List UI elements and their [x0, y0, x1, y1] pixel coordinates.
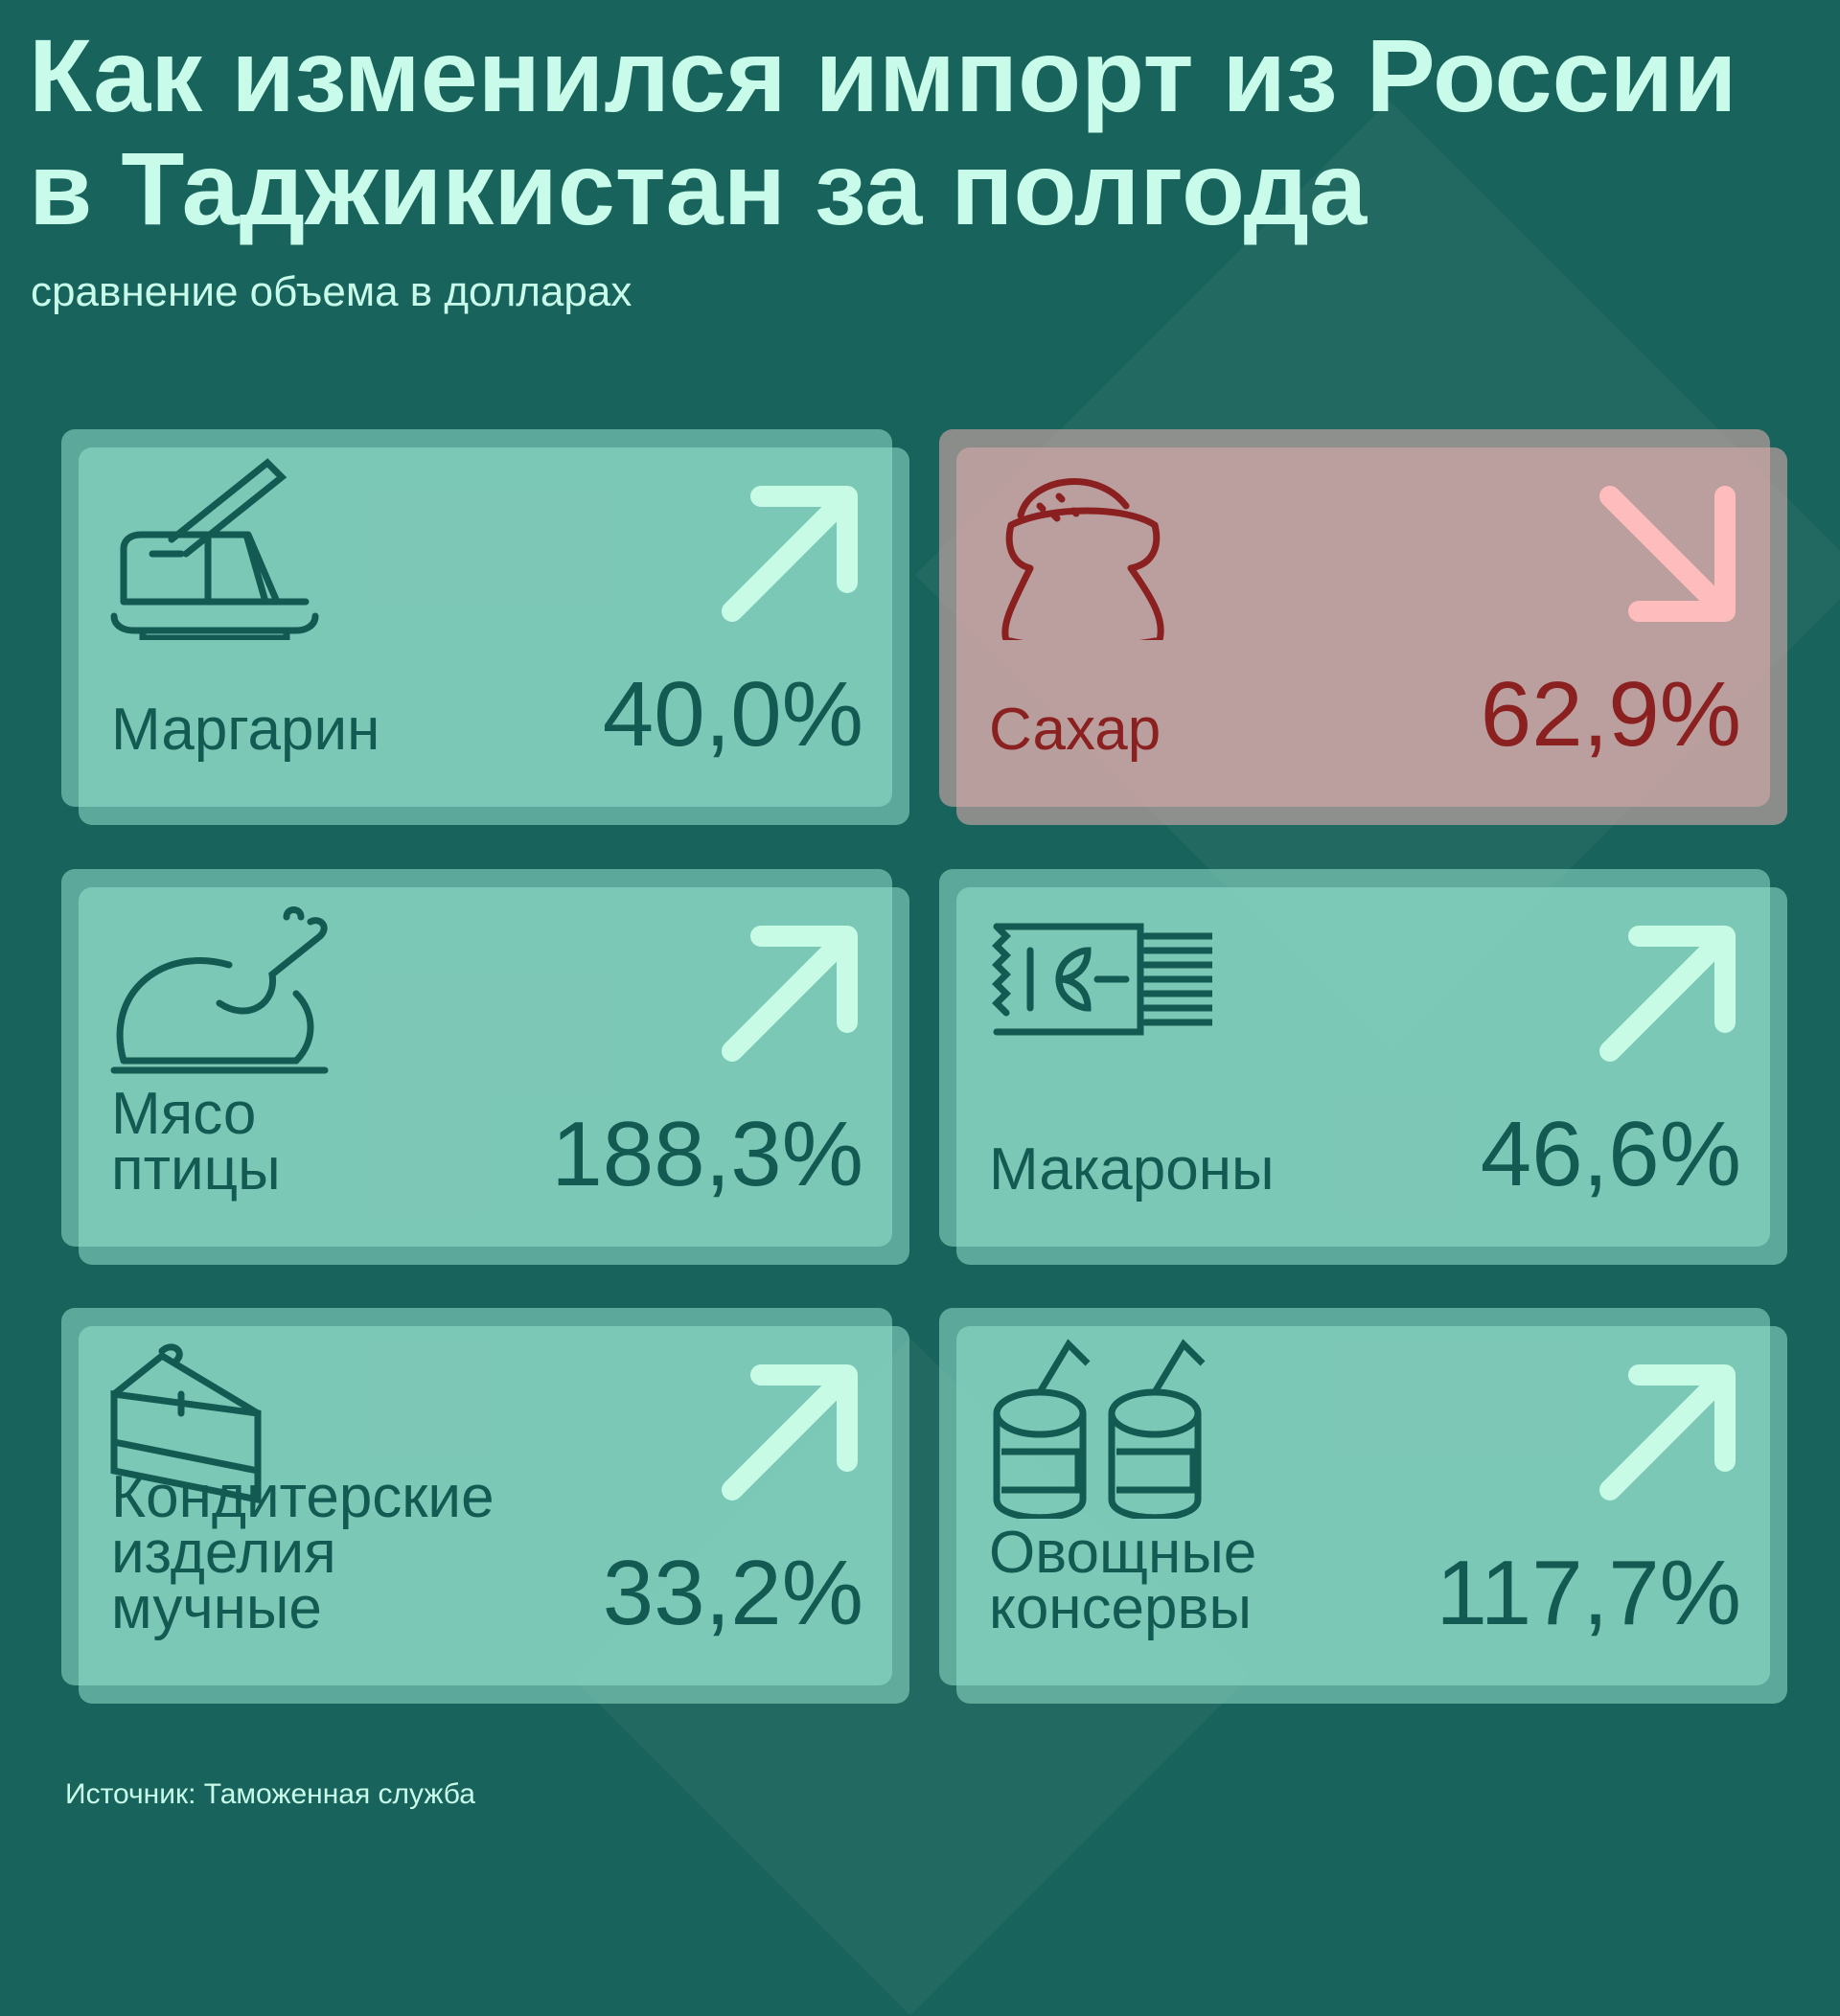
arrow-down-right-icon [1599, 486, 1736, 622]
product-card: Овощные консервы 117,7% [939, 1308, 1787, 1704]
product-label: Овощные консервы [989, 1520, 1257, 1641]
arrow-up-right-icon [722, 926, 858, 1062]
card-front-panel [956, 1326, 1787, 1704]
change-value: 33,2% [602, 1542, 863, 1644]
product-label: Мясо птицы [111, 1081, 281, 1203]
change-value: 188,3% [551, 1103, 863, 1205]
source-note: Источник: Таможенная служба [65, 1778, 475, 1810]
product-card: Кондитерские изделия мучные 33,2% [61, 1308, 909, 1704]
canned-food-icon [993, 1339, 1206, 1519]
roast-chicken-icon [110, 906, 329, 1074]
title-line-2: в Таджикистан за полгода [29, 130, 1368, 246]
product-card: Мясо птицы 188,3% [61, 869, 909, 1265]
card-front-panel [79, 887, 909, 1265]
product-card: Маргарин 40,0% [61, 429, 909, 825]
change-value: 46,6% [1480, 1103, 1741, 1205]
arrow-up-right-icon [722, 486, 858, 622]
card-front-panel [956, 887, 1787, 1265]
arrow-up-right-icon [1599, 926, 1736, 1062]
change-value: 40,0% [602, 663, 863, 766]
butter-knife-icon [110, 458, 319, 640]
product-card: Сахар 62,9% [939, 429, 1787, 825]
product-card: Макароны 46,6% [939, 869, 1787, 1265]
product-label: Кондитерские изделия мучные [111, 1464, 494, 1641]
change-value: 117,7% [1436, 1542, 1741, 1644]
subtitle: сравнение объема в долларах [31, 268, 632, 315]
pasta-pack-icon [992, 923, 1212, 1036]
title-line-1: Как изменился импорт из России [29, 17, 1737, 133]
change-value: 62,9% [1480, 663, 1741, 766]
product-label: Маргарин [111, 697, 380, 763]
page-title: Как изменился импорт из России в Таджикис… [29, 19, 1821, 245]
sugar-sack-icon [1001, 478, 1164, 640]
arrow-up-right-icon [722, 1364, 858, 1501]
product-label: Макароны [989, 1136, 1275, 1203]
product-label: Сахар [989, 697, 1162, 763]
arrow-up-right-icon [1599, 1364, 1736, 1501]
cake-slice-icon [110, 1343, 262, 1504]
